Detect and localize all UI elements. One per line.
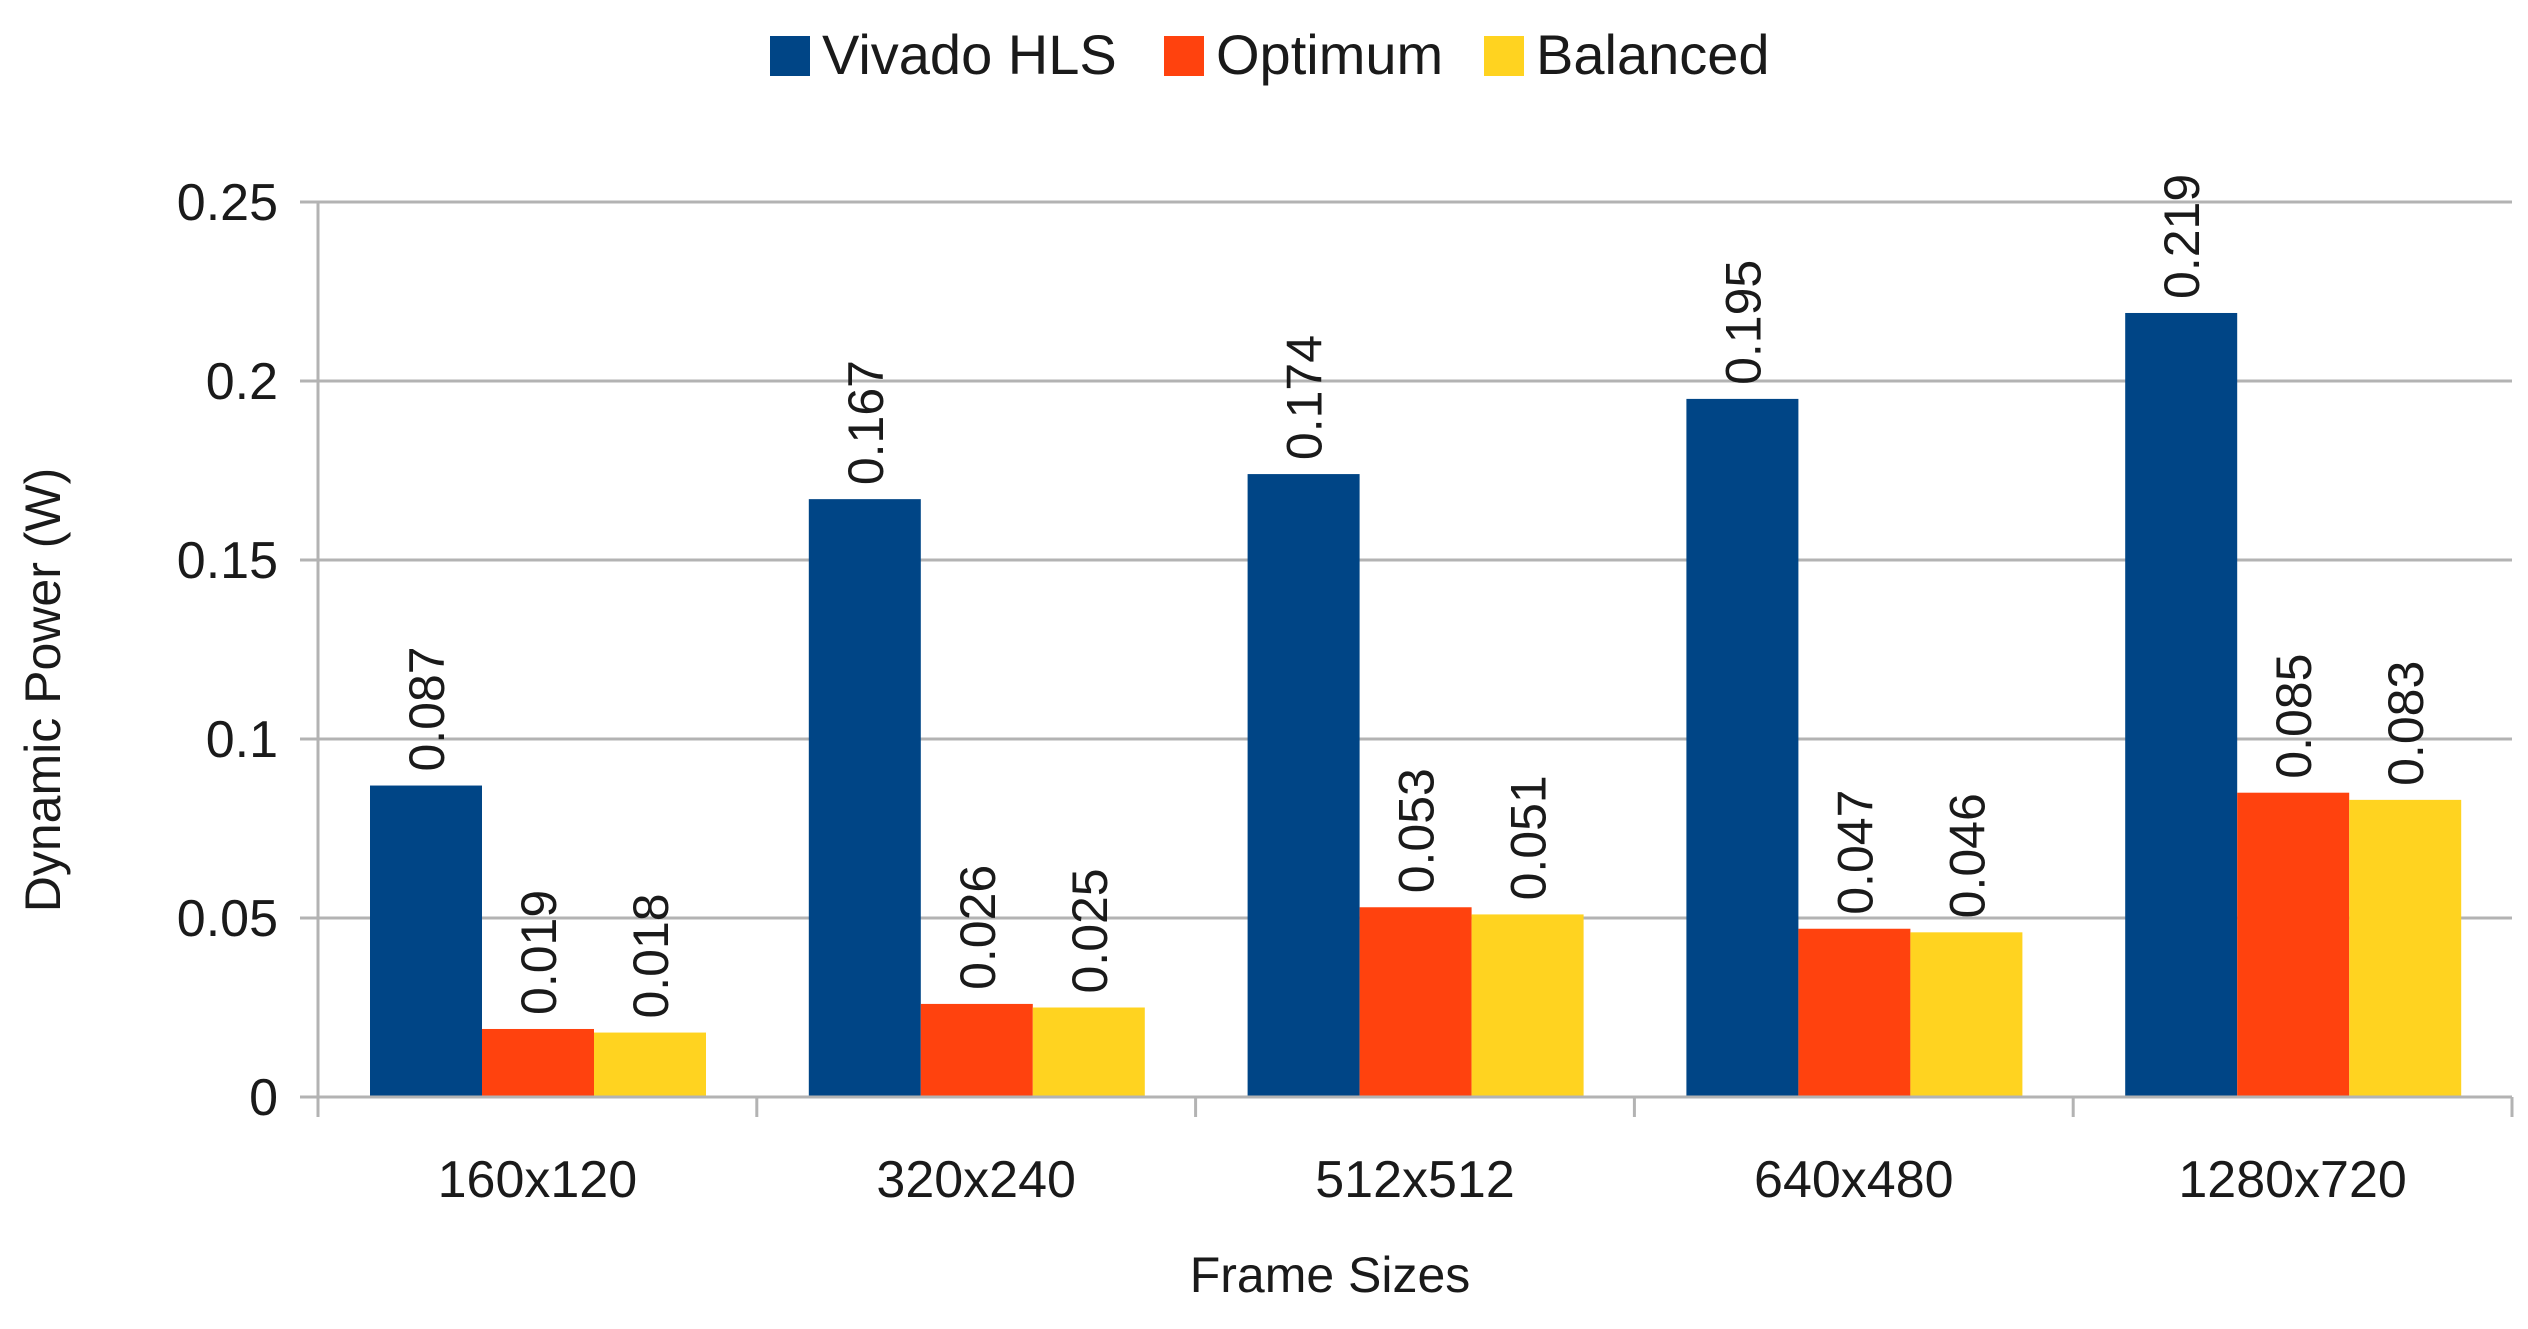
data-label: 0.219 <box>2154 174 2210 299</box>
bar <box>1359 907 1472 1097</box>
legend-label: Optimum <box>1216 23 1443 86</box>
y-tick-label: 0.05 <box>177 890 278 948</box>
x-axis-title: Frame Sizes <box>1190 1247 1471 1303</box>
x-tick-label: 1280x720 <box>2178 1151 2406 1209</box>
bars <box>370 312 2462 1098</box>
y-tick-label: 0.25 <box>177 174 278 232</box>
data-label: 0.085 <box>2266 654 2322 779</box>
bar <box>1910 932 2023 1097</box>
data-label: 0.046 <box>1939 793 1995 918</box>
y-tick-label: 0.1 <box>206 711 278 769</box>
bar <box>2125 312 2238 1098</box>
y-tick-label: 0 <box>249 1069 278 1127</box>
data-label: 0.087 <box>399 646 455 771</box>
data-label: 0.051 <box>1501 775 1557 900</box>
legend-label: Vivado HLS <box>822 23 1117 86</box>
y-tick-label: 0.15 <box>177 532 278 590</box>
data-labels: 0.087 0.019 0.018 0.167 0.026 0.025 0.174 0.053… <box>399 174 2434 1019</box>
data-label: 0.083 <box>2378 661 2434 786</box>
bar <box>2349 799 2462 1097</box>
x-tick-label: 160x120 <box>438 1151 638 1209</box>
data-label: 0.019 <box>511 890 567 1015</box>
y-tick-label: 0.2 <box>206 353 278 411</box>
data-label: 0.047 <box>1827 790 1883 915</box>
x-tick-label: 640x480 <box>1754 1151 1954 1209</box>
data-label: 0.025 <box>1062 868 1118 993</box>
axes: 0 0.05 0.1 0.15 0.2 0.25 160x120 320x240 512x512… <box>177 174 2514 1209</box>
bar <box>808 499 921 1097</box>
data-label: 0.018 <box>623 893 679 1018</box>
legend-swatch <box>770 36 810 76</box>
legend: Vivado HLS Optimum Balanced <box>770 23 1770 86</box>
bar <box>482 1028 594 1097</box>
legend-swatch <box>1484 36 1524 76</box>
data-label: 0.195 <box>1715 260 1771 385</box>
data-label: 0.053 <box>1389 768 1445 893</box>
legend-swatch <box>1164 36 1204 76</box>
data-label: 0.174 <box>1277 335 1333 460</box>
bar <box>1798 928 1911 1097</box>
bar <box>2237 792 2350 1097</box>
bar <box>1247 474 1360 1098</box>
bar <box>920 1003 1033 1097</box>
bar <box>370 785 482 1097</box>
bar <box>594 1032 706 1097</box>
bar <box>1032 1007 1145 1097</box>
data-label: 0.026 <box>950 865 1006 990</box>
legend-label: Balanced <box>1536 23 1770 86</box>
x-tick-label: 320x240 <box>876 1151 1076 1209</box>
data-label: 0.167 <box>838 360 894 485</box>
x-tick-label: 512x512 <box>1315 1151 1515 1209</box>
bar <box>1686 398 1799 1097</box>
bar <box>1471 914 1584 1097</box>
y-axis-title: Dynamic Power (W) <box>15 468 71 912</box>
